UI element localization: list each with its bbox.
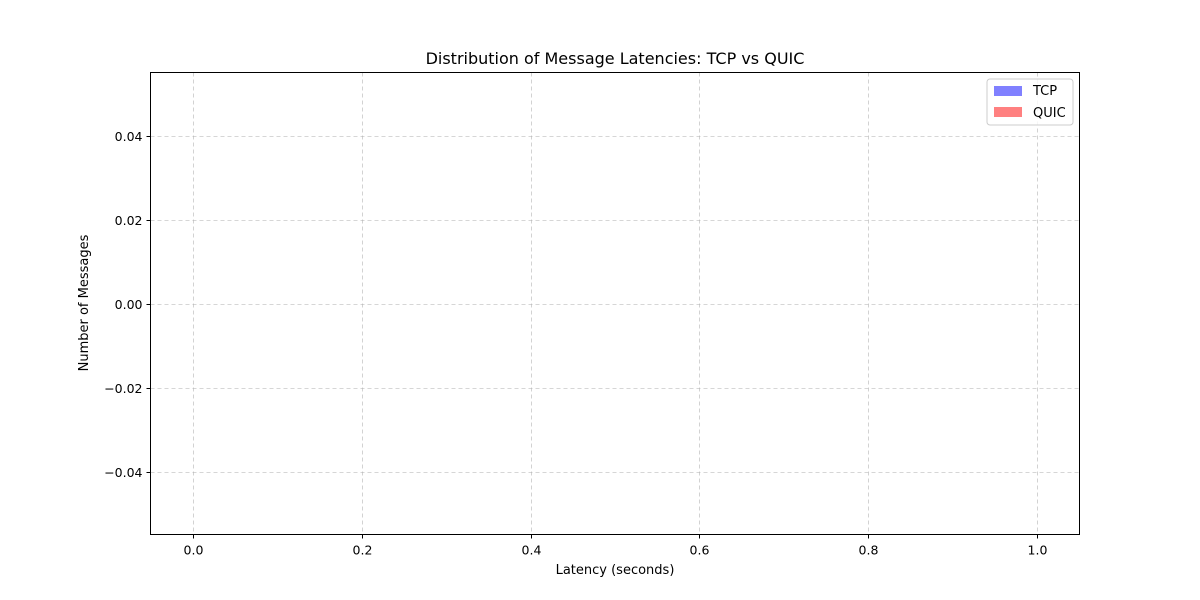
legend-label-quic: QUIC bbox=[1033, 106, 1066, 121]
y-tick-label: 0.00 bbox=[115, 297, 143, 312]
y-axis-label: Number of Messages bbox=[77, 234, 92, 371]
x-tick-label: 1.0 bbox=[1028, 543, 1048, 558]
grid bbox=[150, 72, 1080, 535]
y-axis-ticks: 0.04 0.02 0.00 −0.02 −0.04 bbox=[104, 129, 151, 480]
y-tick-label: 0.04 bbox=[115, 129, 143, 144]
legend-label-tcp: TCP bbox=[1032, 84, 1057, 99]
x-tick-label: 0.8 bbox=[859, 543, 879, 558]
x-axis-ticks: 0.0 0.2 0.4 0.6 0.8 1.0 bbox=[184, 534, 1048, 558]
y-tick-label: 0.02 bbox=[115, 213, 143, 228]
plot-area-frame bbox=[150, 72, 1080, 535]
x-tick-label: 0.0 bbox=[184, 543, 204, 558]
chart-title: Distribution of Message Latencies: TCP v… bbox=[426, 49, 805, 68]
x-tick-label: 0.6 bbox=[690, 543, 710, 558]
x-axis-label: Latency (seconds) bbox=[556, 563, 675, 578]
x-tick-label: 0.2 bbox=[353, 543, 373, 558]
x-tick-label: 0.4 bbox=[522, 543, 542, 558]
y-tick-label: −0.04 bbox=[104, 465, 142, 480]
y-tick-label: −0.02 bbox=[104, 381, 142, 396]
legend-swatch-quic bbox=[994, 107, 1022, 117]
legend: TCP QUIC bbox=[986, 78, 1074, 126]
legend-swatch-tcp bbox=[994, 86, 1022, 96]
